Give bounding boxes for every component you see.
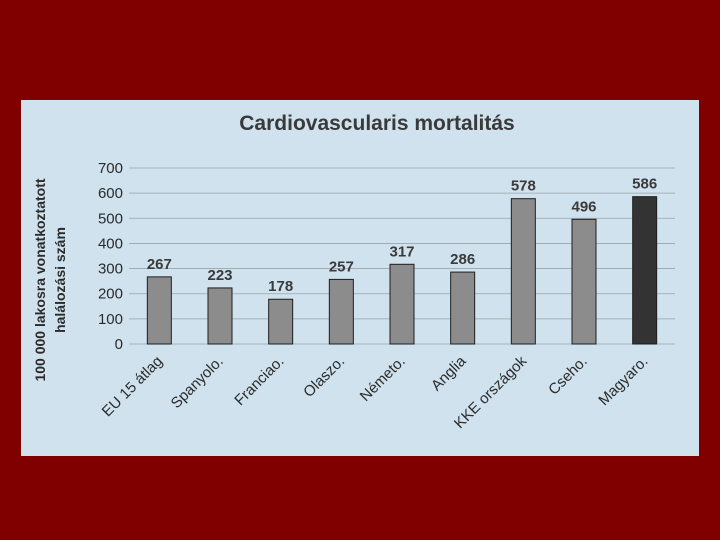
category-label: Franciao. <box>231 353 287 409</box>
bar <box>632 196 658 345</box>
data-labels: 267 223 178 257 317 286 578 496 586 <box>147 176 657 296</box>
y-axis-label-line-1: 100 000 lakosra vonatkoztatott <box>32 178 48 381</box>
data-label: 257 <box>329 258 354 275</box>
category-label: Magyaro. <box>595 353 651 409</box>
bars <box>146 196 658 345</box>
data-label: 286 <box>450 251 475 268</box>
category-label: Cseho. <box>545 353 591 399</box>
y-tick-label: 700 <box>98 160 123 177</box>
bar <box>571 218 597 345</box>
category-label: Olaszo. <box>300 353 348 401</box>
y-tick-label: 600 <box>98 185 123 202</box>
bar <box>146 276 172 345</box>
y-axis-label-line-2: halálozási szám <box>52 227 68 333</box>
y-tick-label: 500 <box>98 210 123 227</box>
bar <box>328 278 354 345</box>
bar-chart: Cardiovascularis mortalitás 100 000 lako… <box>32 112 675 432</box>
data-label: 267 <box>147 256 172 273</box>
y-tick-label: 400 <box>98 235 123 252</box>
bar <box>268 298 294 345</box>
category-label: Spanyolo. <box>168 353 227 412</box>
bar <box>450 271 476 345</box>
bar <box>389 263 415 345</box>
data-label: 586 <box>632 176 657 193</box>
data-label: 317 <box>389 243 414 260</box>
data-label: 578 <box>511 178 536 195</box>
data-label: 178 <box>268 278 293 295</box>
category-label: EU 15 átlag <box>99 353 166 420</box>
bar <box>207 287 233 345</box>
y-tick-label: 300 <box>98 261 123 278</box>
data-label: 223 <box>207 267 232 284</box>
y-tick-label: 0 <box>115 336 123 353</box>
bar <box>510 198 536 345</box>
category-labels: EU 15 átlag Spanyolo. Franciao. Olaszo. Néme… <box>99 352 652 432</box>
data-label: 496 <box>571 198 596 215</box>
y-tick-label: 200 <box>98 286 123 303</box>
y-tick-label: 100 <box>98 311 123 328</box>
category-label: Anglia <box>428 352 470 394</box>
y-tick-labels: 0 100 200 300 400 500 600 700 <box>98 160 123 353</box>
category-label: Németo. <box>357 353 409 405</box>
chart-title: Cardiovascularis mortalitás <box>239 112 514 135</box>
chart-panel: Cardiovascularis mortalitás 100 000 lako… <box>21 100 699 456</box>
